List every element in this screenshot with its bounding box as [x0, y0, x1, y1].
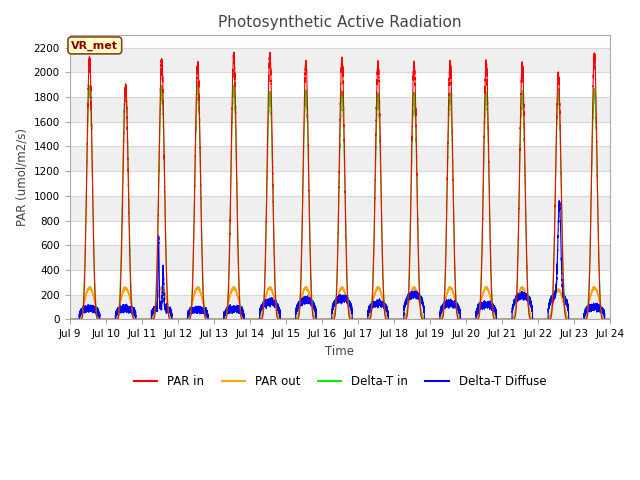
- Bar: [70, 97, 611, 122]
- Title: Photosynthetic Active Radiation: Photosynthetic Active Radiation: [218, 15, 461, 30]
- X-axis label: Time: Time: [326, 345, 355, 358]
- Bar: [70, 295, 611, 319]
- Legend: PAR in, PAR out, Delta-T in, Delta-T Diffuse: PAR in, PAR out, Delta-T in, Delta-T Dif…: [129, 371, 551, 393]
- Bar: [70, 196, 611, 221]
- Y-axis label: PAR (umol/m2/s): PAR (umol/m2/s): [15, 128, 28, 227]
- Bar: [70, 245, 611, 270]
- Text: VR_met: VR_met: [71, 40, 118, 50]
- Bar: [70, 146, 611, 171]
- Bar: [70, 48, 611, 72]
